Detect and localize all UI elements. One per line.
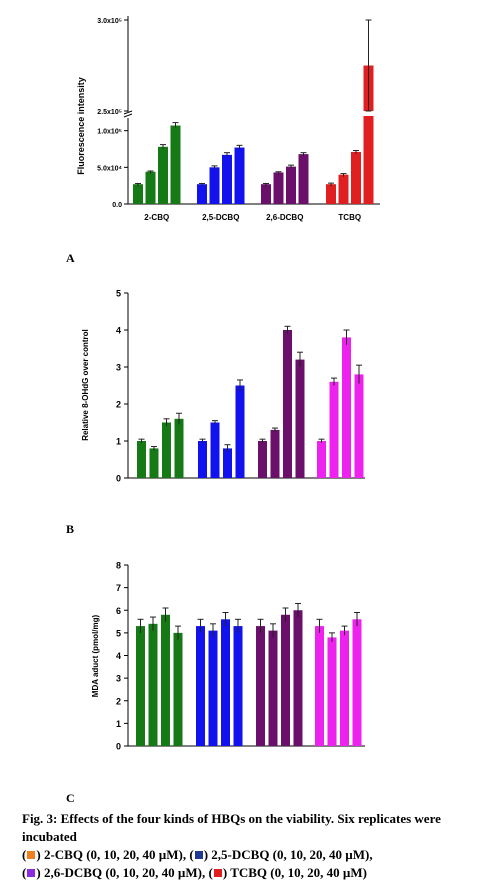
panel-a-bar-g1-3 xyxy=(158,146,168,204)
panel-c-ytick-label-2: 2 xyxy=(116,696,121,706)
panel-c-bar-g2-3 xyxy=(221,619,230,746)
panel-a-bar-g3-2 xyxy=(273,172,284,204)
panel-c-bar-g1-3 xyxy=(161,614,170,746)
panel-b-bar-g2-2 xyxy=(210,422,220,478)
panel-b-ytick-label-1: 1 xyxy=(116,437,121,447)
panel-b-ytick-label-4: 4 xyxy=(116,326,121,336)
panel-c-bar-g2-4 xyxy=(233,626,243,746)
caption-legend: () 2-CBQ (0, 10, 20, 40 µM), () 2,5-DCBQ… xyxy=(22,847,373,880)
panel-b-ytick-label-0: 0 xyxy=(116,474,121,484)
panel-c-ytick-label-4: 4 xyxy=(116,651,121,661)
panel-c-ytick-label-3: 3 xyxy=(116,674,121,684)
legend-swatch-tcbq xyxy=(213,869,222,877)
panel-c-bar-g1-4 xyxy=(173,632,183,746)
panel-b-bar-g1-1 xyxy=(137,441,146,478)
panel-label-b: B xyxy=(66,522,75,536)
panel-a-bar-g4-2 xyxy=(338,174,349,204)
panel-c-ytick-label-7: 7 xyxy=(116,583,121,593)
panel-a-bar-g1-1 xyxy=(133,184,143,204)
panel-b-bar-g4-2 xyxy=(329,381,339,478)
panel-a-bar-g1-2 xyxy=(145,171,156,204)
panel-a-bar-g2-3 xyxy=(222,154,232,204)
panel-a-bar-g2-4 xyxy=(234,147,245,204)
panel-c-bar-g1-2 xyxy=(148,623,158,746)
panel-a-xtick-label-2: 2,5-DCBQ xyxy=(202,213,239,222)
panel-label-c: C xyxy=(66,791,75,805)
panel-c-bar-g4-2 xyxy=(327,637,337,746)
panel-a-xtick-label-3: 2,6-DCBQ xyxy=(266,213,303,222)
panel-b-bar-g4-1 xyxy=(317,441,326,478)
panel-b-bar-g2-1 xyxy=(198,441,207,478)
panel-b-ytick-label-3: 3 xyxy=(116,363,121,373)
panel-a-axis-break xyxy=(123,110,133,118)
panel-c-ytick-label-6: 6 xyxy=(116,606,121,616)
panel-b-bar-g2-4 xyxy=(235,385,245,478)
panel-a-xtick-label-4: TCBQ xyxy=(338,213,361,222)
panel-a-bar-g2-1 xyxy=(197,184,207,204)
panel-label-a: A xyxy=(66,251,75,265)
panel-c-bar-g2-2 xyxy=(208,630,218,746)
legend-swatch-2cbq xyxy=(27,851,36,859)
panel-a-bar-g1-4 xyxy=(170,125,181,204)
panel-b-bar-g4-3 xyxy=(342,337,351,478)
panel-b-ylabel: Relative 8-OHdG over control xyxy=(81,329,90,441)
panel-c-ytick-label-8: 8 xyxy=(116,561,121,571)
panel-a-ytick-label-0: 0.0 xyxy=(112,202,122,209)
panel-a-bar-g4-1 xyxy=(326,184,336,204)
panel-b-bar-g3-3 xyxy=(283,330,292,478)
legend-label-25dcbq: 2,5-DCBQ (0, 10, 20, 40 µM), xyxy=(211,847,373,862)
panel-c-ylabel: MDA aduct (pmol/mg) xyxy=(91,614,100,697)
panel-c-bar-g3-2 xyxy=(268,630,278,746)
panel-b-bar-g2-3 xyxy=(223,448,232,478)
panel-a-ytick-label-3: 2.5x10⁵ xyxy=(97,109,122,116)
panel-b-ytick-label-5: 5 xyxy=(116,289,121,299)
panel-b-bar-g1-4 xyxy=(174,418,184,478)
panel-c-ytick-label-5: 5 xyxy=(116,628,121,638)
panel-b-ytick-label-2: 2 xyxy=(116,400,121,410)
panel-c-bar-g4-3 xyxy=(340,630,349,746)
panel-a-ytick-label-2: 1.0x10⁵ xyxy=(97,129,122,136)
figure-caption: Fig. 3: Effects of the four kinds of HBQ… xyxy=(22,810,482,882)
panel-b-bar-g4-4 xyxy=(354,374,364,478)
legend-label-26dcbq: 2,6-DCBQ (0, 10, 20, 40 µM), xyxy=(43,865,206,880)
panel-a-bar-g3-4 xyxy=(298,154,309,204)
panel-a-ylabel: Fluorescence intensity xyxy=(76,77,86,175)
panel-c-bar-g3-4 xyxy=(293,610,303,746)
panel-c-bar-g4-4 xyxy=(352,619,362,746)
caption-title: Fig. 3: Effects of the four kinds of HBQ… xyxy=(22,811,441,844)
legend-swatch-25dcbq xyxy=(194,851,203,859)
panel-c-bar-g3-3 xyxy=(281,614,290,746)
panel-a-bar-g4-3 xyxy=(351,151,361,204)
panel-a-bar-g2-2 xyxy=(209,167,220,204)
legend-label-tcbq: TCBQ (0, 10, 20, 40 µM) xyxy=(230,865,367,880)
panel-c-ytick-label-0: 0 xyxy=(116,742,121,752)
panel-c-bar-g3-1 xyxy=(256,626,265,746)
legend-label-2cbq: 2-CBQ (0, 10, 20, 40 µM), xyxy=(43,847,187,862)
panel-a-ytick-label-4: 3.0x10⁵ xyxy=(97,18,122,25)
panel-a-xtick-label-1: 2-CBQ xyxy=(144,213,169,222)
panel-a-bar-g4-4-lower xyxy=(363,116,374,204)
panel-a-bar-g3-1 xyxy=(261,184,271,204)
panel-b-bar-g1-3 xyxy=(162,422,171,478)
panel-b-bar-g1-2 xyxy=(149,448,159,478)
panel-b-bar-g3-4 xyxy=(295,359,305,478)
panel-c-ytick-label-1: 1 xyxy=(116,719,121,729)
legend-swatch-26dcbq xyxy=(27,869,36,877)
panel-b-bar-g3-1 xyxy=(258,441,267,478)
panel-c-bar-g2-1 xyxy=(196,626,205,746)
panel-c-bar-g4-1 xyxy=(315,626,324,746)
panel-a-bar-g3-3 xyxy=(286,166,296,204)
panel-b-bar-g3-2 xyxy=(270,429,280,478)
panel-c-bar-g1-1 xyxy=(136,626,145,746)
panel-a-ytick-label-1: 5.0x10⁴ xyxy=(97,165,122,172)
